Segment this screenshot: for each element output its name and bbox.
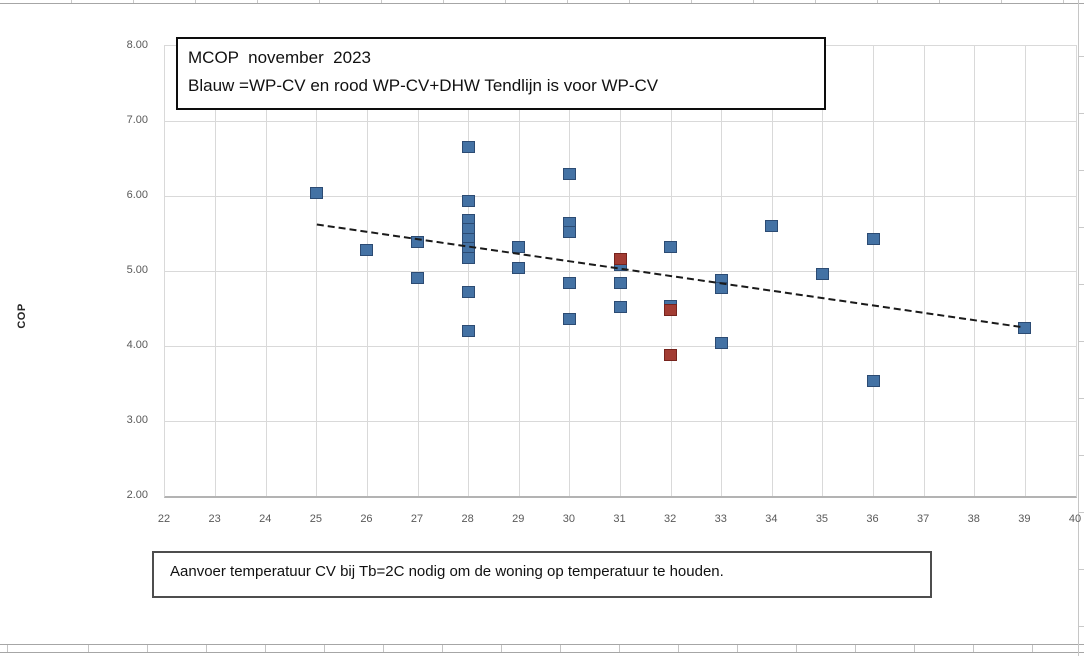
x-tick-label: 31 [613, 513, 626, 525]
chart-title-line2: Blauw =WP-CV en rood WP-CV+DHW Tendlijn … [188, 76, 659, 95]
chart-title-textbox[interactable]: MCOP november 2023 Blauw =WP-CV en rood … [176, 37, 826, 110]
y-tick-label: 6.00 [126, 189, 148, 201]
spreadsheet-row-strip-bottom [0, 644, 1084, 653]
x-tick-label: 26 [360, 513, 373, 525]
y-tick-label: 3.00 [126, 414, 148, 426]
x-tick-label: 30 [562, 513, 575, 525]
data-point-marker-wp-cv[interactable] [664, 241, 678, 254]
horizontal-gridline [165, 195, 1076, 197]
data-point-marker-wp-cv[interactable] [512, 241, 526, 254]
data-point-marker-wp-cv[interactable] [765, 219, 779, 232]
data-point-marker-wp-cv[interactable] [461, 140, 475, 153]
trendline-layer [316, 223, 1024, 329]
data-point-marker-wp-cv[interactable] [1018, 322, 1032, 335]
spreadsheet-row-strip-top [0, 0, 1084, 4]
x-tick-label: 24 [259, 513, 272, 525]
data-point-marker-wp-cv[interactable] [512, 261, 526, 274]
data-point-marker-wp-cv[interactable] [461, 325, 475, 338]
y-tick-label: 8.00 [126, 39, 148, 51]
y-tick-label: 2.00 [126, 489, 148, 501]
data-point-marker-wp-cv[interactable] [866, 233, 880, 245]
x-tick-label: 23 [208, 513, 221, 525]
spreadsheet-column-strip-right [1078, 0, 1084, 656]
x-axis-caption-textbox[interactable]: Aanvoer temperatuur CV bij Tb=2C nodig o… [152, 551, 932, 598]
x-tick-label: 37 [917, 513, 930, 525]
horizontal-gridline [165, 345, 1076, 347]
horizontal-gridline [165, 120, 1076, 122]
x-tick-label: 38 [967, 513, 980, 525]
data-point-marker-wp-cv[interactable] [613, 300, 627, 313]
data-point-marker-wp-cv[interactable] [360, 243, 374, 256]
data-point-marker-wp-cv[interactable] [714, 337, 728, 350]
data-point-marker-wp-cv[interactable] [562, 312, 576, 325]
data-point-marker-wp-cv[interactable] [461, 286, 475, 299]
data-point-marker-wp-cv[interactable] [562, 276, 576, 289]
x-tick-label: 29 [512, 513, 525, 525]
data-point-marker-wp-cv[interactable] [562, 225, 576, 238]
y-axis-title: COP [16, 303, 28, 329]
data-point-marker-wp-cv[interactable] [562, 167, 576, 180]
x-tick-label: 28 [461, 513, 474, 525]
x-tick-label: 40 [1068, 513, 1082, 525]
data-point-marker-wp-cv[interactable] [815, 267, 829, 280]
x-tick-label: 27 [410, 513, 424, 525]
data-point-marker-wp-cv[interactable] [866, 374, 880, 387]
data-point-marker-wp-cv[interactable] [411, 272, 425, 284]
x-tick-label: 36 [866, 513, 879, 525]
x-tick-label: 25 [309, 513, 322, 525]
chart-title-line1: MCOP november 2023 [188, 48, 371, 67]
data-point-marker-wp-cv-dhw[interactable] [613, 252, 627, 265]
y-tick-label: 5.00 [126, 264, 148, 276]
y-tick-label: 4.00 [126, 339, 148, 351]
x-tick-label: 34 [765, 513, 778, 525]
x-tick-label: 39 [1018, 513, 1031, 525]
horizontal-gridline [165, 420, 1076, 422]
x-tick-label: 33 [714, 513, 727, 525]
horizontal-gridline [165, 270, 1076, 272]
x-tick-label: 35 [815, 513, 829, 525]
y-tick-label: 7.00 [126, 114, 148, 126]
data-point-marker-wp-cv[interactable] [461, 251, 475, 264]
data-point-marker-wp-cv[interactable] [461, 194, 475, 207]
x-tick-label: 32 [663, 513, 677, 525]
x-tick-label: 22 [157, 513, 171, 525]
data-point-marker-wp-cv[interactable] [613, 276, 627, 289]
data-point-marker-wp-cv-dhw[interactable] [664, 303, 678, 316]
data-point-marker-wp-cv[interactable] [309, 186, 323, 199]
trendline[interactable] [316, 223, 1024, 329]
plot-area [164, 45, 1077, 498]
data-point-marker-wp-cv-dhw[interactable] [664, 348, 678, 361]
